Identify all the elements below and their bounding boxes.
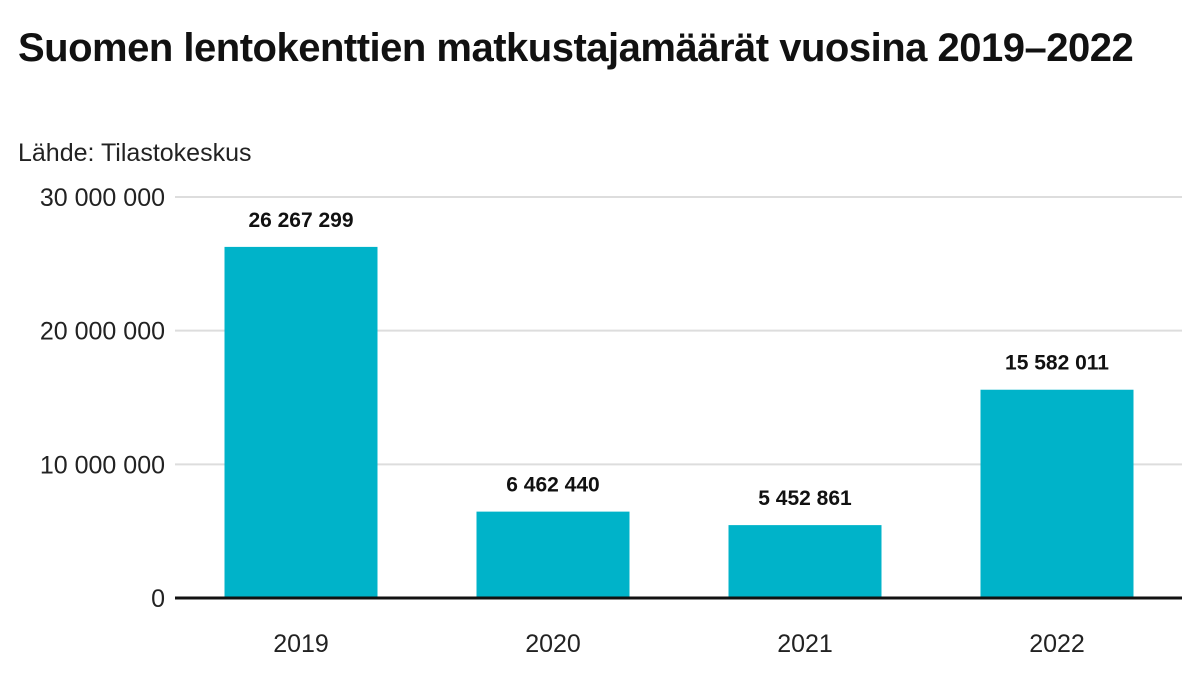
y-tick-label: 0 [151, 585, 165, 613]
x-category-label: 2019 [273, 630, 329, 658]
chart-source: Lähde: Tilastokeskus [18, 139, 252, 167]
bar-value-label: 5 452 861 [758, 487, 852, 510]
bar [980, 389, 1134, 598]
bar-value-label: 6 462 440 [506, 474, 599, 497]
bar [728, 525, 882, 598]
x-category-label: 2021 [777, 630, 833, 658]
y-tick-label: 10 000 000 [40, 451, 165, 479]
chart-title: Suomen lentokenttien matkustajamäärät vu… [18, 26, 1134, 70]
bar [476, 511, 630, 598]
x-category-label: 2022 [1029, 630, 1085, 658]
y-tick-label: 20 000 000 [40, 318, 165, 346]
bar-value-label: 26 267 299 [248, 209, 353, 232]
bar-value-label: 15 582 011 [1005, 352, 1109, 375]
bar [224, 246, 378, 598]
bars [224, 246, 1134, 598]
y-tick-label: 30 000 000 [40, 184, 165, 212]
labels: 0 10 000 000 20 000 000 30 000 000 26 267 29… [40, 184, 1182, 658]
x-category-label: 2020 [525, 630, 581, 658]
